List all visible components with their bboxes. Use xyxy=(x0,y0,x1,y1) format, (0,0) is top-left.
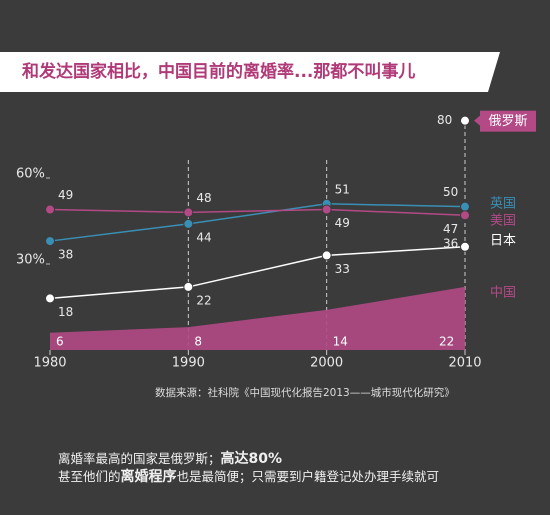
point xyxy=(183,281,194,292)
data-label: 14 xyxy=(333,335,348,349)
data-label: 48 xyxy=(196,191,211,205)
data-label: 80 xyxy=(437,113,452,127)
point xyxy=(45,204,55,215)
point xyxy=(45,293,55,304)
point xyxy=(460,201,470,212)
point xyxy=(460,115,470,126)
legend-label: 日本 xyxy=(490,234,516,249)
x-tick-label: 2010 xyxy=(448,356,481,371)
data-label: 47 xyxy=(443,222,458,236)
note-part: 高达80% xyxy=(221,450,283,467)
note: 离婚率最高的国家是俄罗斯；高达80% xyxy=(58,450,282,467)
legend-box xyxy=(480,110,536,132)
note: 甚至他们的离婚程序也是最简便；只需要到户籍登记处办理手续就可 xyxy=(58,468,439,485)
point xyxy=(321,250,332,261)
note-part: 离婚率最高的国家是俄罗斯； xyxy=(58,451,221,466)
x-tick-label: 1990 xyxy=(172,356,205,371)
data-label: 44 xyxy=(196,230,211,244)
line xyxy=(49,203,466,242)
data-label: 33 xyxy=(335,262,350,276)
line xyxy=(49,208,466,217)
legend-label: 俄罗斯 xyxy=(488,114,527,129)
x-tick-label: 2000 xyxy=(310,356,343,371)
y-tick-label: 30% xyxy=(16,253,45,268)
point xyxy=(460,241,470,252)
data-label: 8 xyxy=(194,335,202,349)
point xyxy=(183,207,194,218)
data-label: 18 xyxy=(58,305,73,319)
y-tick-label: 60% xyxy=(16,167,45,182)
point xyxy=(321,204,332,215)
data-label: 6 xyxy=(56,335,64,349)
data-label: 49 xyxy=(335,216,350,230)
data-label: 38 xyxy=(58,248,73,262)
point xyxy=(460,210,470,221)
point xyxy=(183,218,194,229)
note-part: 也是最简便；只需要到户籍登记处办理手续就可 xyxy=(177,469,440,484)
note-part: 离婚程序 xyxy=(121,468,177,485)
area xyxy=(50,286,465,350)
legend-label: 美国 xyxy=(490,214,516,229)
line xyxy=(49,246,466,300)
title-banner xyxy=(0,52,500,92)
data-label: 51 xyxy=(335,182,350,196)
legend-label: 中国 xyxy=(490,286,516,301)
data-label: 22 xyxy=(439,335,454,349)
data-label: 49 xyxy=(58,188,73,202)
data-label: 36 xyxy=(443,236,458,250)
legend-label: 英国 xyxy=(490,197,516,212)
point xyxy=(45,236,55,247)
data-label: 22 xyxy=(196,293,211,307)
note-part: 甚至他们的 xyxy=(58,469,121,484)
chart-title: 和发达国家相比，中国目前的离婚率...那都不叫事儿 xyxy=(22,61,415,82)
x-tick-label: 1980 xyxy=(33,356,66,371)
source: 数据来源：社科院《中国现代化报告2013——城市现代化研究》 xyxy=(155,386,455,399)
data-label: 50 xyxy=(443,185,458,199)
legend-pointer xyxy=(474,115,480,126)
